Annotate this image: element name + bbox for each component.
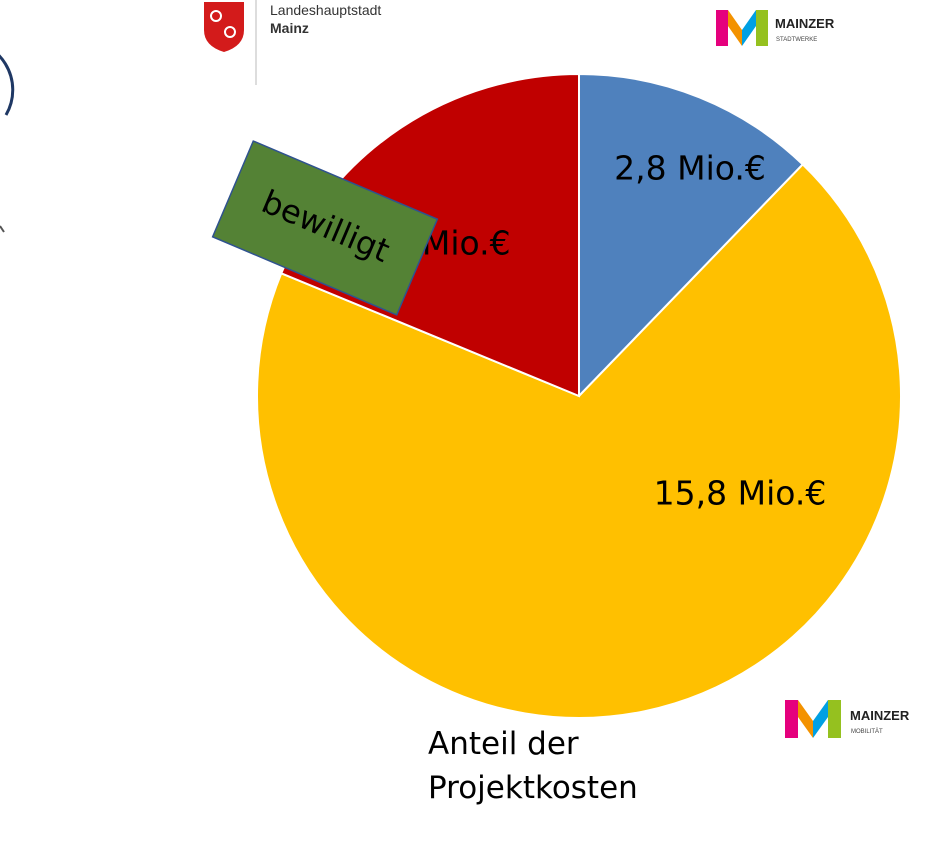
stadtwerke-logo bbox=[716, 10, 768, 46]
crest-wheel bbox=[224, 26, 236, 38]
city-name: Landeshauptstadt bbox=[270, 2, 381, 18]
logo-text: MAINZER bbox=[850, 708, 910, 723]
data-label: 15,8 Mio.€ bbox=[654, 474, 827, 513]
pie: 2,8 Mio.€15,8 Mio.€4,3Mio.€ bbox=[256, 72, 902, 719]
logo-subtext: MOBILITÄT bbox=[851, 728, 883, 735]
mobilitaet-logo bbox=[785, 700, 841, 738]
crest-wheel bbox=[210, 10, 222, 22]
city-crest bbox=[204, 2, 244, 52]
logo-subtext: STADTWERKE bbox=[776, 37, 817, 43]
decor-mark bbox=[0, 225, 5, 233]
annotation-box: bewilligt bbox=[211, 140, 439, 316]
pie-slice bbox=[578, 72, 805, 399]
annotation-bg bbox=[211, 140, 439, 316]
data-label: 2,8 Mio.€ bbox=[614, 149, 766, 188]
decor-arc bbox=[0, 54, 15, 116]
pie-slice bbox=[256, 163, 902, 719]
chart-title: Anteil der Projektkosten bbox=[428, 726, 638, 806]
city-name: Mainz bbox=[270, 20, 309, 36]
logo-text: MAINZER bbox=[775, 16, 835, 31]
